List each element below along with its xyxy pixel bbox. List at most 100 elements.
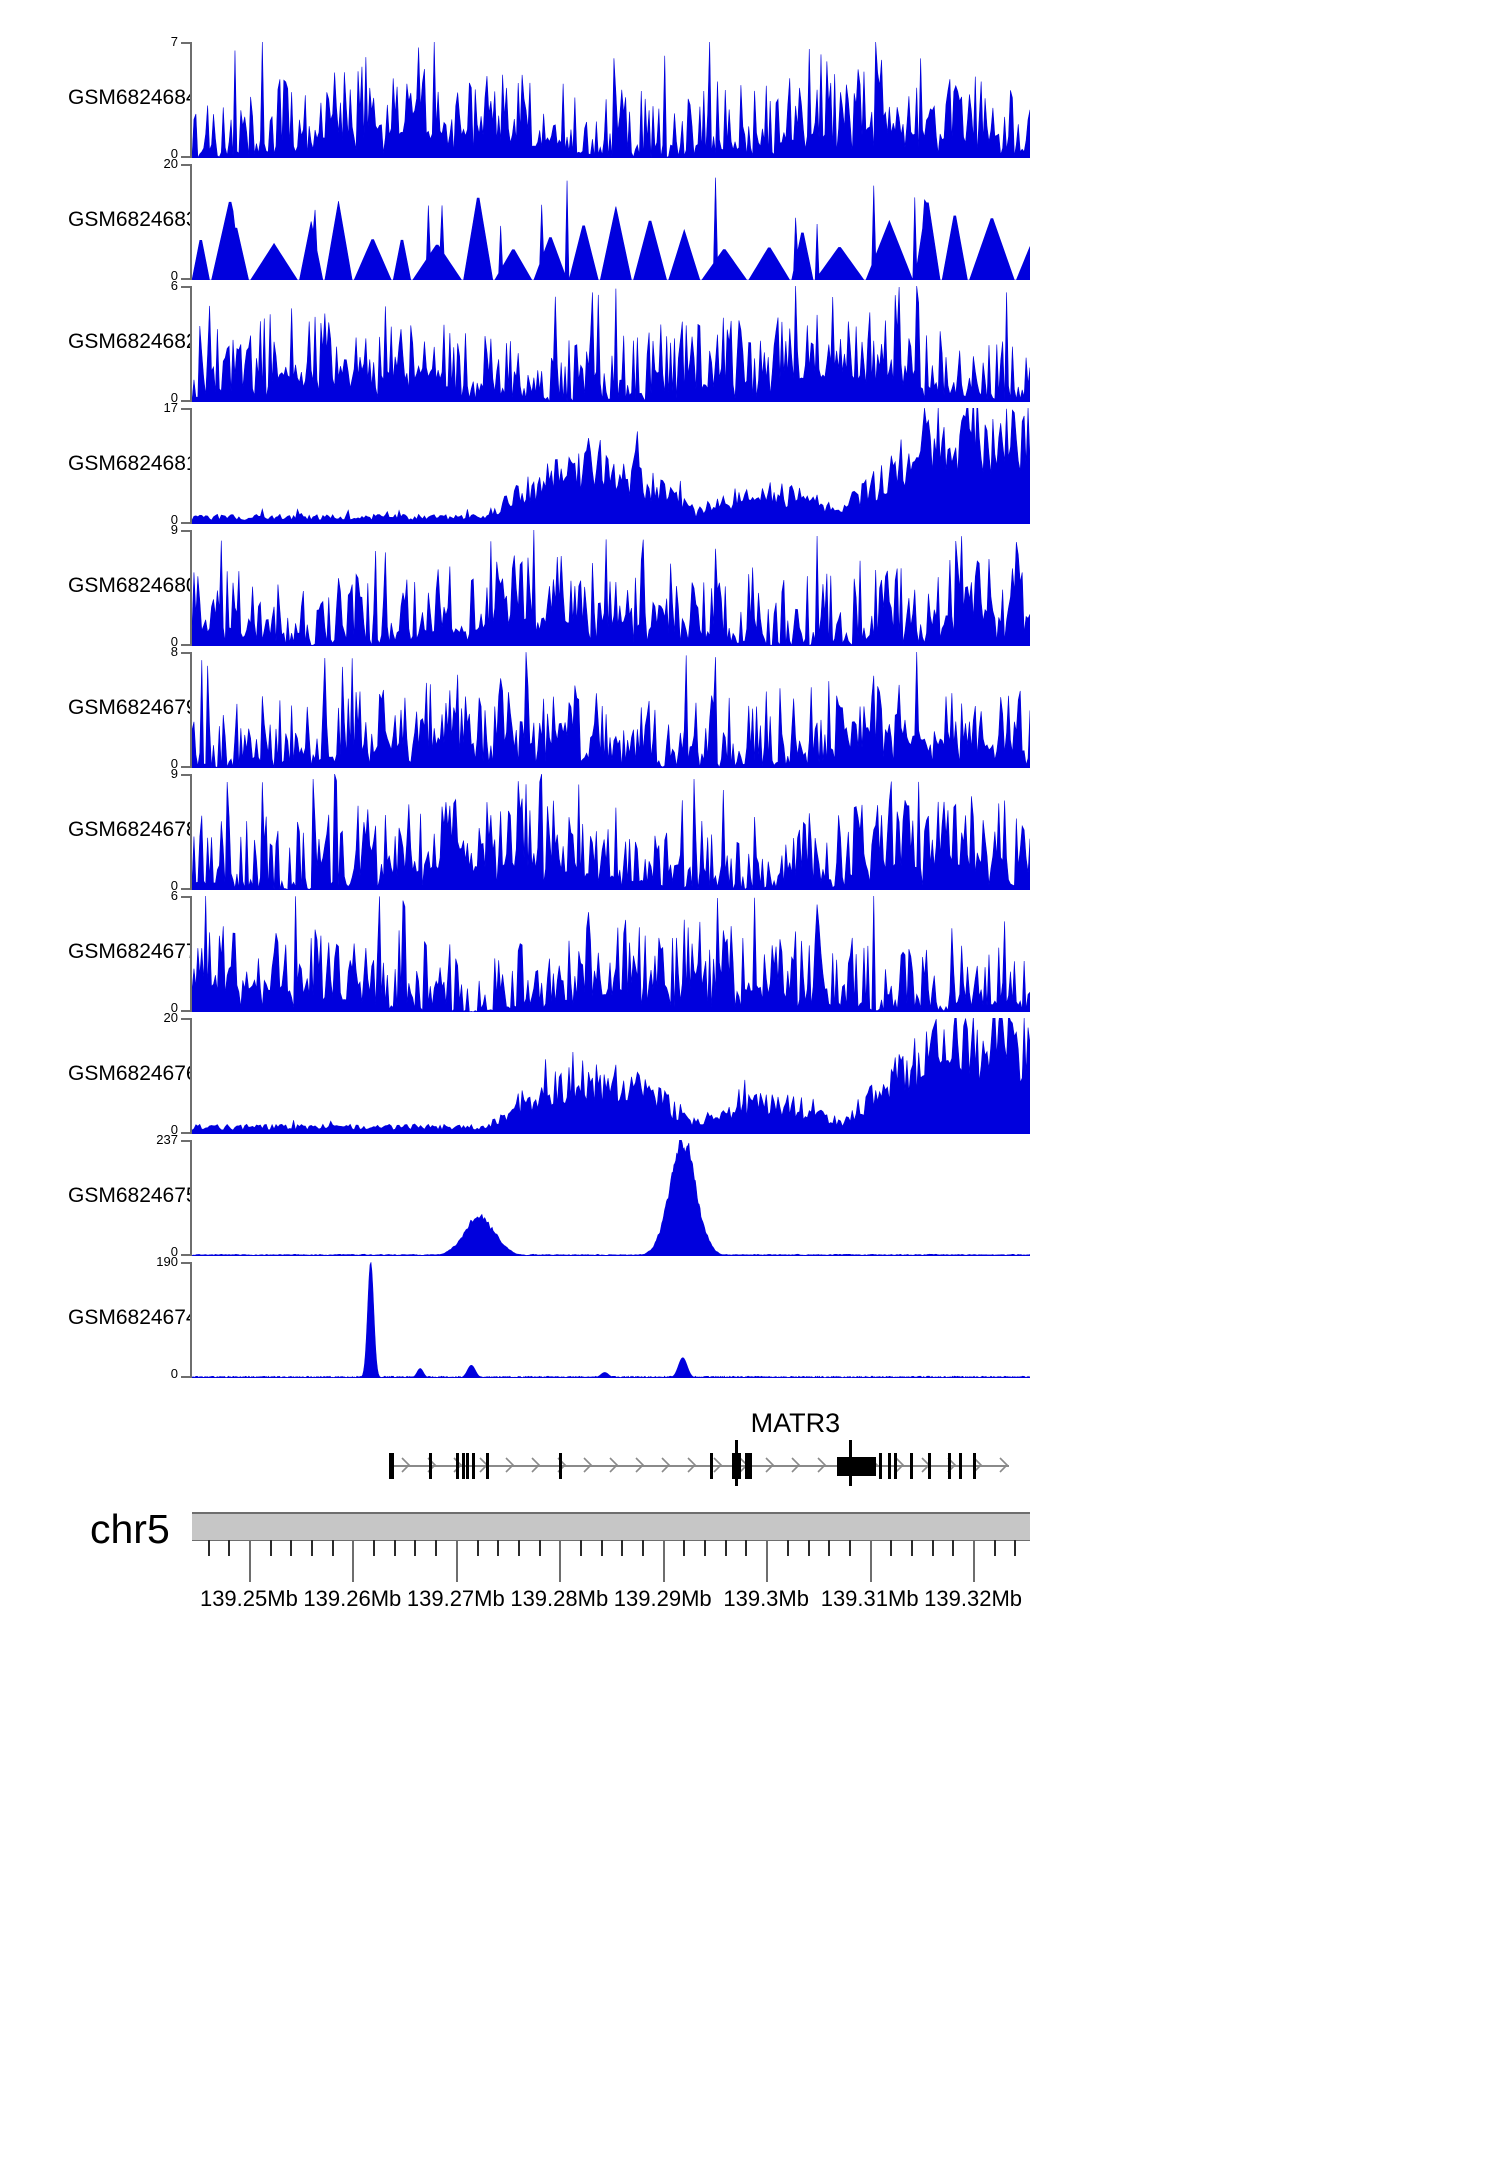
signal-plot-GSM6824676[interactable]: [192, 1018, 1030, 1134]
axis-major-tick: [559, 1540, 562, 1582]
axis-minor-tick: [538, 1540, 541, 1556]
signal-plot-GSM6824679[interactable]: [192, 652, 1030, 768]
exon: [710, 1453, 714, 1479]
track-label-GSM6824678: GSM6824678: [68, 818, 198, 841]
y-axis-max-label: 20: [163, 1010, 178, 1025]
strand-arrow-icon: [998, 1457, 1008, 1473]
signal-plot-GSM6824675[interactable]: [192, 1140, 1030, 1256]
exon-boundary-mark: [735, 1440, 739, 1486]
strand-arrow-icon: [712, 1457, 722, 1473]
y-axis-GSM6824683: 20 0: [164, 157, 192, 282]
y-axis-max-label: 17: [163, 400, 178, 415]
exon: [466, 1453, 470, 1479]
axis-tick-label: 139.32Mb: [924, 1586, 1023, 1611]
y-axis-max-label: 20: [163, 156, 178, 171]
axis-minor-tick: [269, 1540, 272, 1556]
track-label-GSM6824683: GSM6824683: [68, 208, 198, 231]
signal-track-GSM6824680: GSM6824680 9 0: [0, 523, 1500, 648]
axis-tick-label: 139.28Mb: [510, 1586, 609, 1611]
y-axis-GSM6824674: 190 0: [156, 1255, 192, 1380]
y-axis-min-label: 0: [170, 1000, 178, 1015]
axis-minor-tick: [911, 1540, 914, 1556]
strand-arrow-icon: [790, 1457, 800, 1473]
exon: [909, 1453, 913, 1479]
exon: [887, 1453, 891, 1479]
y-axis-max-label: 8: [170, 644, 178, 659]
axis-minor-tick: [621, 1540, 624, 1556]
signal-plot-GSM6824680[interactable]: [192, 530, 1030, 646]
y-axis-max-label: 9: [170, 766, 178, 781]
signal-track-GSM6824676: GSM6824676 20 0: [0, 1011, 1500, 1136]
axis-minor-tick: [497, 1540, 500, 1556]
signal-track-GSM6824684: GSM6824684 7 0: [0, 35, 1500, 160]
axis-minor-tick: [890, 1540, 893, 1556]
intron-line: [388, 1465, 1010, 1467]
signal-track-GSM6824683: GSM6824683 20 0: [0, 157, 1500, 282]
signal-plot-GSM6824682[interactable]: [192, 286, 1030, 402]
axis-minor-tick: [724, 1540, 727, 1556]
exon: [559, 1453, 563, 1479]
signal-plot-GSM6824678[interactable]: [192, 774, 1030, 890]
signal-plot-GSM6824677[interactable]: [192, 896, 1030, 1012]
signal-track-GSM6824675: GSM6824675 237 0: [0, 1133, 1500, 1258]
axis-tick-label: 139.25Mb: [199, 1586, 298, 1611]
y-axis-max-label: 7: [170, 34, 178, 49]
axis-minor-tick: [745, 1540, 748, 1556]
axis-tick-label: 139.27Mb: [406, 1586, 505, 1611]
y-axis-GSM6824675: 237 0: [156, 1133, 192, 1258]
axis-minor-tick: [517, 1540, 520, 1556]
track-label-GSM6824684: GSM6824684: [68, 86, 198, 109]
axis-major-tick: [766, 1540, 769, 1582]
signal-plot-GSM6824681[interactable]: [192, 408, 1030, 524]
axis-minor-tick: [228, 1540, 231, 1556]
y-axis-max-label: 237: [156, 1132, 178, 1147]
signal-track-GSM6824682: GSM6824682 6 0: [0, 279, 1500, 404]
exon: [745, 1453, 752, 1479]
track-label-GSM6824675: GSM6824675: [68, 1184, 198, 1207]
axis-major-tick: [973, 1540, 976, 1582]
exon: [429, 1453, 433, 1479]
axis-minor-tick: [435, 1540, 438, 1556]
exon: [973, 1453, 977, 1479]
axis-minor-tick: [807, 1540, 810, 1556]
axis-minor-tick: [683, 1540, 686, 1556]
exon: [948, 1453, 952, 1479]
axis-minor-tick: [1014, 1540, 1017, 1556]
exon-boundary-mark: [848, 1440, 852, 1486]
signal-track-GSM6824678: GSM6824678 9 0: [0, 767, 1500, 892]
axis-minor-tick: [704, 1540, 707, 1556]
strand-arrow-icon: [816, 1457, 826, 1473]
signal-track-GSM6824674: GSM6824674 190 0: [0, 1255, 1500, 1380]
signal-plot-GSM6824684[interactable]: [192, 42, 1030, 158]
track-label-GSM6824679: GSM6824679: [68, 696, 198, 719]
exon: [455, 1453, 459, 1479]
track-label-GSM6824682: GSM6824682: [68, 330, 198, 353]
exon: [894, 1453, 898, 1479]
strand-arrow-icon: [504, 1457, 514, 1473]
strand-arrow-icon: [530, 1457, 540, 1473]
axis-minor-tick: [393, 1540, 396, 1556]
axis-tick-label: 139.26Mb: [303, 1586, 402, 1611]
axis-minor-tick: [310, 1540, 313, 1556]
y-axis-min-label: 0: [170, 1366, 178, 1381]
y-axis-min-label: 0: [170, 634, 178, 649]
y-axis-GSM6824681: 17 0: [164, 401, 192, 526]
y-axis-max-label: 9: [170, 522, 178, 537]
axis-major-tick: [869, 1540, 872, 1582]
strand-arrow-icon: [764, 1457, 774, 1473]
gene-label: MATR3: [750, 1408, 841, 1438]
track-label-GSM6824674: GSM6824674: [68, 1306, 198, 1329]
track-label-GSM6824677: GSM6824677: [68, 940, 198, 963]
signal-track-GSM6824677: GSM6824677 6 0: [0, 889, 1500, 1014]
signal-plot-GSM6824674[interactable]: [192, 1262, 1030, 1378]
gene-model[interactable]: [0, 1440, 1500, 1486]
track-label-GSM6824680: GSM6824680: [68, 574, 198, 597]
strand-arrow-icon: [894, 1457, 904, 1473]
axis-minor-tick: [786, 1540, 789, 1556]
axis-tick-label: 139.3Mb: [723, 1586, 809, 1611]
signal-plot-GSM6824683[interactable]: [192, 164, 1030, 280]
axis-minor-tick: [331, 1540, 334, 1556]
